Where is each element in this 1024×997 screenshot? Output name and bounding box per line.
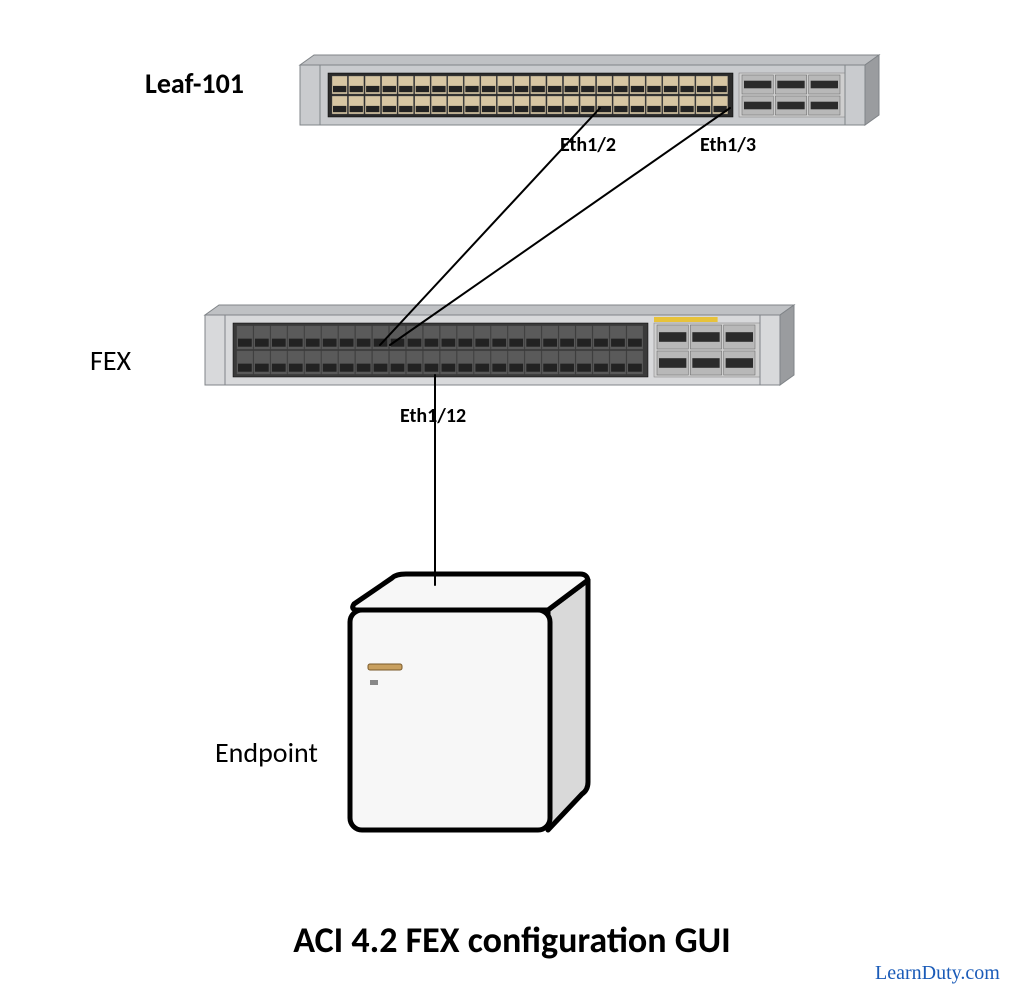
endpoint-label: Endpoint: [215, 735, 318, 770]
fex-label: FEX: [90, 343, 131, 378]
fex-port-eth1-12-label: Eth1/12: [400, 404, 466, 428]
fex-device: [205, 305, 794, 385]
endpoint-device: [350, 574, 588, 830]
leaf-label: Leaf-101: [145, 66, 244, 101]
footer-attribution: LearnDuty.com: [875, 962, 1000, 985]
leaf-device: [300, 55, 879, 125]
topology-svg: [0, 0, 1024, 997]
leaf-port-eth1-2-label: Eth1/2: [560, 133, 616, 157]
diagram-title: ACI 4.2 FEX configuration GUI: [0, 918, 1024, 962]
leaf-port-eth1-3-label: Eth1/3: [700, 133, 756, 157]
